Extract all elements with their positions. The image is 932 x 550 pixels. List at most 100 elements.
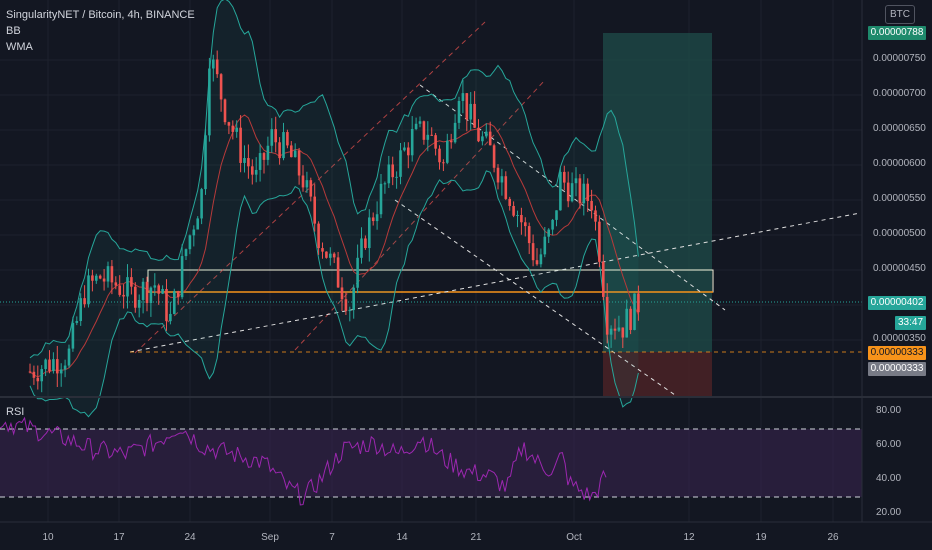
candle-body — [184, 249, 188, 257]
price-tick-label: 0.00000750 — [873, 53, 926, 64]
candle-body — [56, 359, 59, 374]
candle-body — [83, 298, 86, 305]
candle-body — [485, 131, 488, 137]
rsi-tick-label: 60.00 — [876, 439, 902, 450]
bb-indicator-label[interactable]: BB — [6, 25, 21, 37]
candle-body — [570, 183, 574, 202]
candle-body — [293, 150, 297, 158]
candle-body — [336, 257, 340, 288]
rsi-tick-label: 20.00 — [876, 507, 902, 518]
candle-body — [340, 287, 344, 300]
candle-body — [223, 99, 227, 123]
candle-body — [130, 277, 133, 287]
candle-body — [52, 359, 55, 372]
candle-body — [602, 261, 605, 297]
candle-body — [609, 328, 613, 335]
time-tick-label: Sep — [261, 532, 279, 543]
price-tick-label: 0.00000700 — [873, 88, 926, 99]
candle-body — [243, 158, 246, 163]
candle-body — [531, 243, 535, 261]
candle-body — [637, 293, 640, 313]
candle-body — [118, 285, 121, 295]
candle-body — [422, 121, 426, 140]
rsi-line — [0, 416, 607, 506]
candle-body — [360, 238, 363, 258]
candle-body — [282, 132, 285, 159]
time-tick-label: 19 — [755, 532, 767, 543]
candle-body — [594, 210, 597, 222]
candle-body — [379, 183, 383, 215]
stop-price-tag-2: 0.00000333 — [868, 362, 926, 376]
candle-body — [247, 158, 250, 167]
candle-body — [582, 183, 586, 204]
price-tick-label: 0.00000600 — [873, 158, 926, 169]
price-tick-label: 0.00000650 — [873, 123, 926, 134]
rsi-tick-label: 40.00 — [876, 473, 902, 484]
candle-body — [274, 129, 277, 143]
candle-body — [348, 309, 352, 312]
candle-body — [492, 145, 496, 168]
candle-body — [633, 293, 636, 330]
candle-body — [59, 369, 63, 374]
time-tick-label: 21 — [470, 532, 482, 543]
wma-indicator-label[interactable]: WMA — [6, 41, 33, 53]
candle-body — [543, 236, 547, 255]
candle-body — [95, 275, 98, 281]
candle-body — [551, 219, 554, 230]
candle-body — [141, 281, 145, 300]
candle-body — [219, 74, 223, 100]
candle-body — [290, 145, 293, 158]
candle-body — [465, 93, 469, 120]
candle-body — [500, 176, 504, 183]
rsi-tick-label: 80.00 — [876, 405, 902, 416]
candle-body — [344, 299, 348, 312]
time-tick-label: 7 — [329, 532, 335, 543]
candle-body — [512, 205, 515, 216]
candle-body — [563, 171, 566, 183]
candle-body — [98, 275, 102, 279]
candle-body — [527, 226, 531, 244]
candle-body — [192, 229, 196, 236]
candle-body — [539, 254, 543, 265]
candle-body — [371, 217, 375, 222]
candle-body — [63, 365, 67, 370]
candle-body — [605, 296, 609, 335]
candle-body — [559, 171, 562, 211]
candle-body — [535, 260, 539, 265]
candle-body — [403, 147, 406, 151]
candle-body — [387, 164, 391, 184]
target-price-tag: 0.00000788 — [868, 26, 926, 40]
candle-body — [352, 287, 355, 310]
candle-body — [586, 183, 589, 201]
candle-body — [32, 371, 36, 378]
rsi-series — [0, 416, 607, 506]
candle-body — [590, 200, 593, 211]
candle-body — [106, 266, 110, 282]
candle-body — [469, 103, 472, 120]
candle-body — [410, 129, 414, 156]
candle-body — [524, 222, 527, 227]
candle-body — [329, 253, 332, 258]
candle-body — [617, 327, 621, 331]
time-tick-label: 10 — [42, 532, 54, 543]
rsi-indicator-label[interactable]: RSI — [6, 406, 25, 418]
candle-body — [180, 256, 184, 298]
candle-body — [286, 132, 289, 146]
candle-body — [391, 164, 394, 178]
bb-upper-line — [29, 0, 639, 359]
candle-body — [325, 251, 328, 258]
candle-body — [309, 180, 313, 197]
candle-body — [566, 182, 570, 202]
candle-body — [165, 289, 168, 322]
time-tick-label: 24 — [184, 532, 196, 543]
candle-body — [305, 180, 309, 188]
candle-body — [278, 142, 281, 159]
currency-button[interactable]: BTC — [885, 5, 915, 24]
chart-title: SingularityNET / Bitcoin, 4h, BINANCE — [6, 9, 195, 21]
candle-body — [71, 322, 75, 349]
bar-timer-tag: 33:47 — [895, 316, 926, 330]
candle-body — [481, 136, 484, 142]
candle-body — [426, 134, 430, 140]
last-price-tag: 0.00000402 — [868, 296, 926, 310]
